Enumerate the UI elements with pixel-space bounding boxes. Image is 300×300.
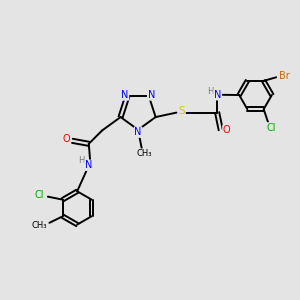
Text: Cl: Cl: [34, 190, 44, 200]
Text: CH₃: CH₃: [137, 149, 152, 158]
Text: S: S: [178, 106, 185, 116]
Text: O: O: [62, 134, 70, 144]
Text: N: N: [121, 90, 129, 100]
Text: N: N: [214, 90, 221, 100]
Text: N: N: [85, 160, 92, 170]
Text: O: O: [223, 125, 230, 135]
Text: N: N: [148, 90, 155, 100]
Text: H: H: [78, 156, 85, 165]
Text: Br: Br: [279, 71, 290, 81]
Text: N: N: [134, 127, 142, 137]
Text: H: H: [207, 87, 214, 96]
Text: CH₃: CH₃: [31, 221, 47, 230]
Text: Cl: Cl: [266, 123, 276, 133]
